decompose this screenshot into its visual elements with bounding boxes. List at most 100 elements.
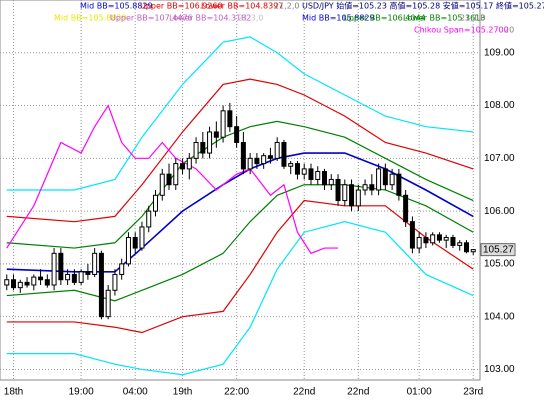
candle-body	[349, 184, 355, 207]
header-text: 21,3,0	[238, 14, 263, 23]
candle-body	[450, 237, 456, 246]
candle-body	[119, 263, 125, 275]
header-text: Upper BB=106.4044	[343, 14, 426, 23]
candle-body	[98, 252, 104, 318]
candle-body	[409, 221, 415, 249]
candle-body	[322, 171, 328, 186]
candle-body	[139, 226, 145, 249]
candle-body	[92, 252, 98, 275]
candle-body	[207, 131, 213, 154]
candle-body	[186, 157, 192, 170]
candle-body	[11, 279, 17, 289]
candle-body	[213, 131, 219, 138]
candle-body	[146, 210, 152, 228]
x-tick-label: 19th	[173, 387, 192, 398]
candle-body	[193, 142, 199, 159]
candle-body	[261, 155, 267, 165]
candle-body	[436, 234, 442, 241]
candle-body	[180, 163, 186, 170]
indicator-line	[6, 120, 474, 249]
candle-body	[470, 249, 476, 253]
x-tick-label: 18th	[4, 387, 23, 398]
candle-body	[247, 157, 253, 170]
y-tick-label: 105.00	[484, 259, 515, 270]
header-text: Lower BB=105.3613	[403, 14, 485, 23]
candle-body	[328, 178, 334, 186]
y-tick-label: 107.00	[484, 153, 515, 164]
header-text: Chikou Span=105.2700	[414, 26, 509, 35]
candle-body	[24, 281, 30, 286]
candle-body	[294, 163, 300, 175]
candle-body	[342, 184, 348, 202]
candle-body	[220, 110, 226, 138]
candle-body	[423, 237, 429, 244]
candle-body	[308, 168, 314, 180]
candle-body	[31, 276, 37, 286]
candle-body	[376, 168, 382, 191]
candle-body	[200, 142, 206, 154]
candle-body	[463, 242, 469, 253]
header-text: Mid BB=105.8829	[80, 2, 153, 11]
candle-body	[301, 168, 307, 175]
candle-body	[227, 110, 233, 128]
x-tick-label: 04:00	[123, 387, 148, 398]
last-price-label: 105.27	[483, 244, 514, 255]
candle-body	[112, 273, 118, 291]
candle-body	[457, 242, 463, 246]
candle-body	[416, 237, 422, 249]
x-tick-label: 22nd	[347, 387, 369, 398]
x-tick-label: 23rd	[463, 387, 483, 398]
indicator-line	[6, 199, 474, 334]
indicator-line	[6, 104, 339, 255]
candle-body	[132, 237, 138, 249]
labels: 103.00 104.00 105.00 106.00 107.00 108.00 109.…	[4, 1, 544, 398]
x-tick-label: 01:00	[407, 387, 432, 398]
candle-body	[44, 279, 50, 286]
candle-body	[65, 273, 71, 281]
candle-body	[152, 194, 158, 212]
candle-body	[315, 171, 321, 180]
candle-body	[125, 237, 131, 265]
y-tick-label: 108.00	[484, 100, 515, 111]
candle-body	[51, 252, 57, 286]
candle-body	[274, 142, 280, 159]
header-text: 21,2,0	[274, 2, 299, 11]
candle-body	[430, 234, 436, 244]
candle-body	[38, 276, 44, 281]
y-tick-label: 109.00	[484, 47, 515, 58]
indicator-line	[6, 78, 474, 223]
header-text: Mid BB=105.8829	[54, 14, 127, 23]
x-tick-label: 19:00	[69, 387, 94, 398]
candle-body	[17, 281, 23, 289]
header-text: 21,1,0	[460, 14, 485, 23]
y-tick-label: 106.00	[484, 206, 515, 217]
header-text: Lower BB=104.8397	[201, 2, 283, 11]
header-text: Upper BB=106.9260	[140, 2, 223, 11]
last-price-box	[480, 243, 516, 257]
y-tick-label: 103.00	[484, 364, 515, 375]
indicator-line	[6, 36, 474, 191]
candle-body	[403, 194, 409, 223]
candle-body	[85, 271, 91, 275]
header-text: 20	[504, 26, 514, 35]
candle-body	[443, 237, 449, 241]
candle-body	[58, 252, 64, 281]
header-text: USD/JPY 始値=105.23 高値=105.28 安値=105.17 終値…	[302, 1, 544, 11]
candle-body	[105, 289, 111, 318]
candle-body	[240, 142, 246, 170]
candle-body	[173, 163, 179, 186]
candle-body	[396, 173, 402, 196]
x-tick-label: 22:00	[224, 387, 249, 398]
candle-body	[254, 157, 260, 165]
candle-body	[281, 142, 287, 167]
candle-body	[335, 178, 341, 202]
y-tick-label: 104.00	[484, 311, 515, 322]
indicator-line	[6, 221, 474, 376]
candle-body	[389, 173, 395, 186]
candle-body	[369, 184, 375, 191]
candle-body	[362, 184, 368, 191]
header-text: Mid BB=105.8829	[302, 14, 375, 23]
candle-body	[4, 279, 10, 286]
header-text: Lower BB=104.3182	[169, 14, 251, 23]
header-text: Upper BB=107.4476	[110, 14, 193, 23]
